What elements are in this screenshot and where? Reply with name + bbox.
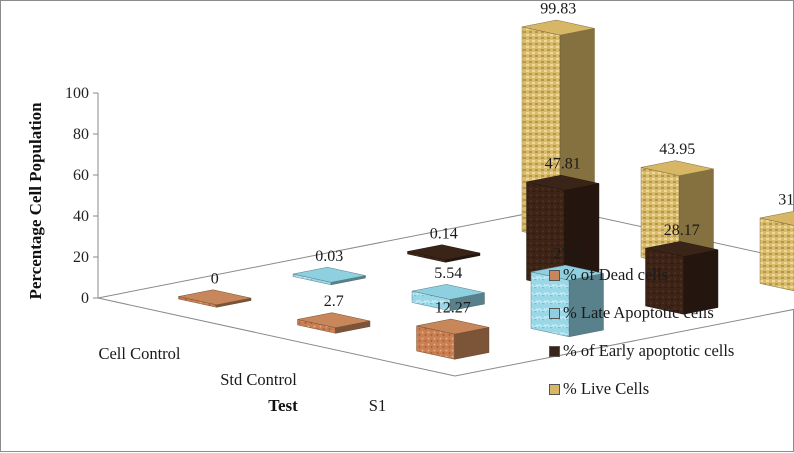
bar-top-face: [645, 241, 719, 257]
bar: [292, 266, 366, 286]
bar: [416, 318, 490, 360]
bar-top-face: [292, 266, 366, 283]
legend-swatch: [549, 384, 560, 395]
legend-label: % of Dead cells: [563, 265, 668, 284]
data-label: 5.54: [434, 265, 462, 282]
legend-swatch: [549, 270, 560, 281]
y-axis-title: Percentage Cell Population: [26, 102, 45, 300]
data-label: 12.27: [435, 300, 471, 317]
data-label: 2.7: [324, 293, 344, 310]
bar: [645, 241, 719, 315]
data-label: 0: [211, 270, 219, 287]
bars: [178, 19, 794, 360]
legend-label: % Live Cells: [563, 379, 650, 398]
data-label: 28.17: [664, 222, 700, 239]
bar-top-face: [411, 284, 485, 300]
bar-top-face: [416, 318, 490, 335]
bar: [759, 211, 794, 292]
bar-top-face: [178, 289, 252, 306]
category-label: Std Control: [220, 370, 297, 389]
y-tick-label: 20: [73, 249, 89, 266]
data-label: 43.95: [659, 141, 695, 158]
bar: [297, 312, 371, 334]
bar-top-face: [759, 211, 794, 226]
bar: [178, 289, 252, 308]
data-labels: 99.83 43.95 31.96 0.14 47.81 28.17 0.03 5.54 27.…: [211, 1, 794, 317]
bar-top-face: [526, 174, 600, 191]
bar-top-face: [640, 160, 714, 176]
data-label: 99.83: [540, 1, 576, 18]
data-label: 0.14: [430, 225, 458, 242]
bar-top-face: [521, 19, 595, 36]
category-label: S1: [369, 396, 386, 415]
legend-label: % Late Apoptotic cells: [563, 303, 714, 322]
bar-front-face: [759, 217, 794, 292]
bar: [407, 244, 481, 263]
y-tick-label: 80: [73, 126, 89, 143]
category-label: Cell Control: [98, 344, 180, 363]
data-label: 27.6: [553, 246, 581, 263]
y-tick-label: 100: [65, 85, 89, 102]
bar-top-face: [297, 312, 371, 329]
bar-top-face: [407, 244, 481, 261]
bar: [640, 160, 714, 267]
bar: [526, 174, 600, 289]
legend-swatch: [549, 308, 560, 319]
legend-label: % of Early apoptotic cells: [563, 341, 735, 360]
data-label: 31.96: [778, 192, 794, 209]
y-tick-label: 0: [81, 290, 89, 307]
y-tick-label: 60: [73, 167, 89, 184]
data-label: 47.81: [545, 156, 581, 173]
data-label: 0.03: [315, 248, 343, 265]
y-axis: 0 20 40 60 80 100: [65, 85, 99, 307]
bar: [411, 284, 485, 312]
legend-swatch: [549, 346, 560, 357]
y-tick-label: 40: [73, 208, 89, 225]
category-labels: Cell Control Std Control S1: [98, 344, 386, 415]
x-axis-title: Test: [268, 396, 298, 415]
bar: [530, 264, 604, 338]
